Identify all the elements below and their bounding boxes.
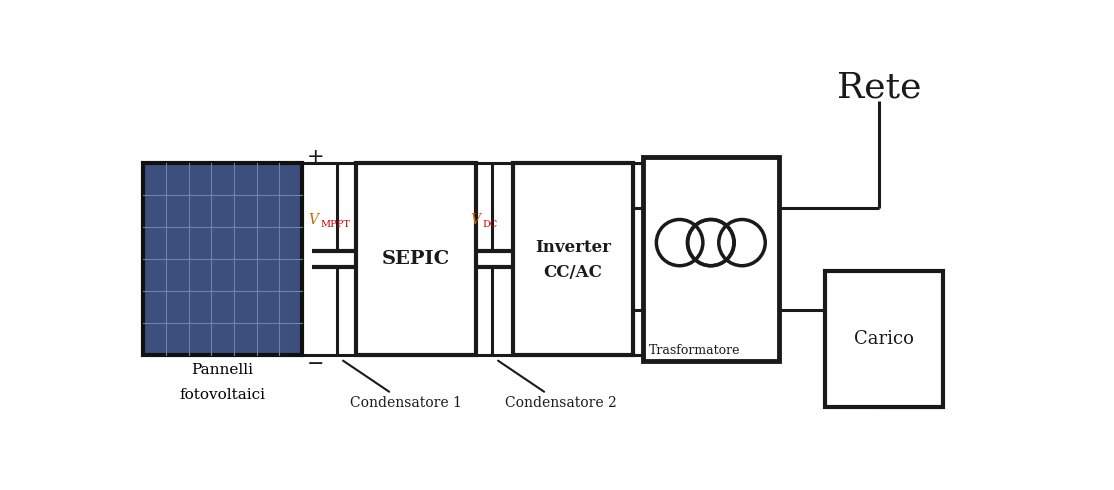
Bar [143, 163, 302, 355]
Text: Pannelli: Pannelli [192, 363, 254, 377]
Text: Condensatore 2: Condensatore 2 [498, 361, 617, 410]
Text: MPPT: MPPT [321, 220, 351, 229]
Text: Carico: Carico [854, 330, 913, 348]
Text: Trasformatore: Trasformatore [648, 344, 740, 357]
Text: DC: DC [482, 220, 498, 229]
Text: −: − [306, 354, 324, 374]
Bar [356, 163, 477, 355]
Text: CC/AC: CC/AC [544, 265, 603, 281]
Text: fotovoltaici: fotovoltaici [179, 388, 265, 402]
Bar [643, 157, 779, 362]
Text: Inverter: Inverter [535, 239, 610, 256]
Text: V: V [309, 213, 319, 227]
Text: Rete: Rete [837, 71, 921, 104]
Text: V: V [470, 213, 480, 227]
Bar [512, 163, 633, 355]
Text: SEPIC: SEPIC [382, 250, 450, 268]
Text: +: + [306, 147, 324, 167]
Text: Condensatore 1: Condensatore 1 [343, 361, 462, 410]
Bar [825, 270, 942, 407]
